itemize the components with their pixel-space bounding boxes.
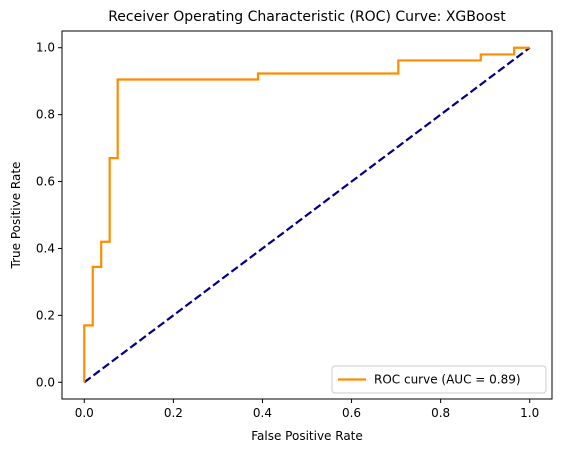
x-tick-label: 1.0 (520, 406, 539, 420)
x-tick-label: 0.6 (342, 406, 361, 420)
series-layer (83, 46, 531, 384)
y-tick-label: 0.8 (36, 108, 55, 122)
legend-label: ROC curve (AUC = 0.89) (374, 373, 521, 387)
y-tick-label: 0.0 (36, 375, 55, 389)
x-tick-label: 0.2 (164, 406, 183, 420)
legend-box (331, 365, 547, 394)
x-tick-label: 0.8 (431, 406, 450, 420)
y-axis-label: True Positive Rate (9, 162, 23, 270)
x-tick-label: 0.0 (75, 406, 94, 420)
y-tick-label: 1.0 (36, 41, 55, 55)
chart-title: Receiver Operating Characteristic (ROC) … (108, 9, 506, 25)
y-tick-label: 0.4 (36, 241, 55, 255)
legend: ROC curve (AUC = 0.89) (331, 365, 547, 394)
x-axis-label: False Positive Rate (251, 429, 363, 443)
x-axis-ticks: 0.0 0.2 0.4 0.6 0.8 1.0 (75, 399, 539, 420)
y-axis-ticks: 0.0 0.2 0.4 0.6 0.8 1.0 (36, 41, 62, 389)
y-tick-label: 0.6 (36, 175, 55, 189)
x-tick-label: 0.4 (253, 406, 272, 420)
y-tick-label: 0.2 (36, 308, 55, 322)
diagonal-reference-line (83, 46, 531, 384)
plot-frame (61, 30, 553, 400)
roc-curve-line (83, 46, 530, 383)
